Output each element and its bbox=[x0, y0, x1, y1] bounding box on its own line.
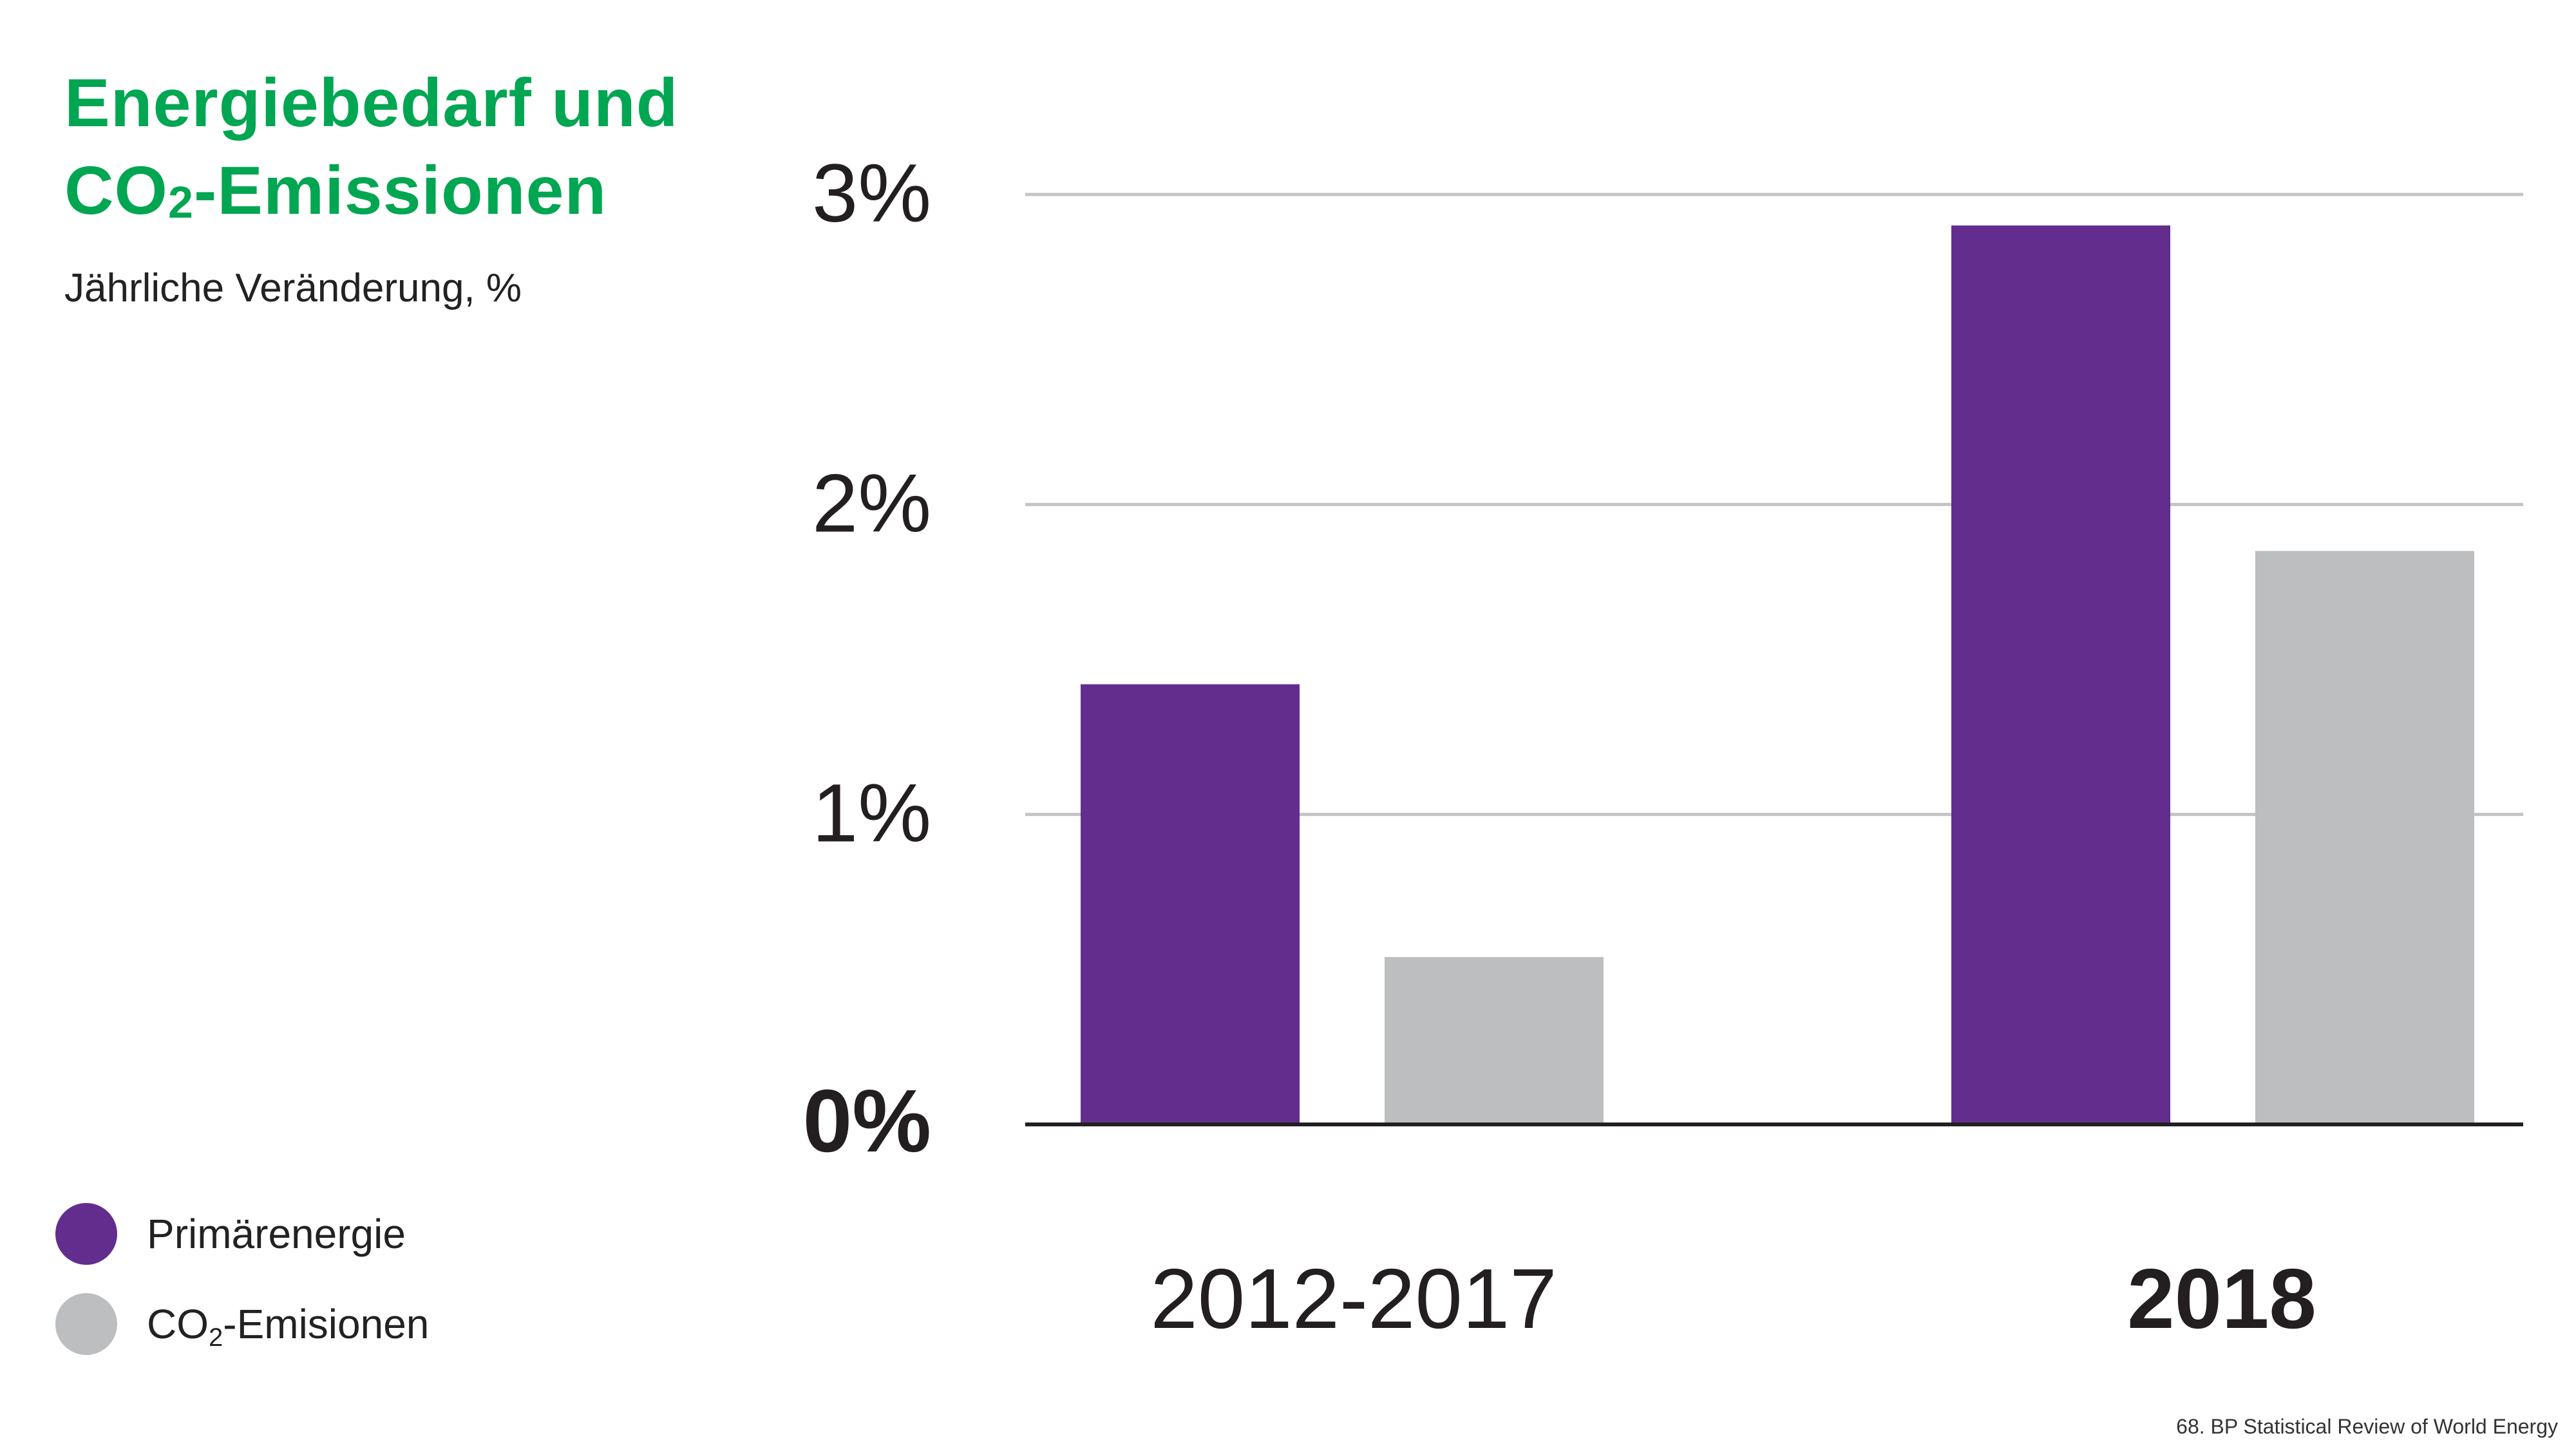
legend-swatch-primary-energy bbox=[55, 1203, 117, 1265]
chart-title: Energiebedarf und CO2-Emissionen bbox=[64, 59, 678, 234]
legend-item-co2-emissions: CO2-Emisionen bbox=[55, 1293, 429, 1355]
bar-series-0-category-1 bbox=[1951, 225, 2170, 1125]
title-line-2-subscript: 2 bbox=[168, 177, 194, 227]
legend: Primärenergie CO2-Emisionen bbox=[55, 1203, 429, 1383]
y-tick-label-3: 3% bbox=[812, 147, 931, 240]
legend-co2-subscript: 2 bbox=[209, 1323, 223, 1352]
legend-co2-prefix: CO bbox=[147, 1301, 209, 1347]
x-category-label-0: 2012-2017 bbox=[1150, 1251, 1557, 1346]
legend-label-co2-emissions: CO2-Emisionen bbox=[147, 1300, 430, 1350]
legend-co2-suffix: -Emisionen bbox=[223, 1301, 430, 1347]
y-tick-label-1: 1% bbox=[812, 768, 931, 860]
legend-label-primary-energy: Primärenergie bbox=[147, 1211, 406, 1257]
x-category-label-1: 2018 bbox=[2127, 1251, 2316, 1346]
title-line-2-prefix: CO bbox=[64, 153, 168, 229]
legend-swatch-co2-emissions bbox=[55, 1293, 117, 1355]
bar-series-1-category-1 bbox=[2255, 551, 2474, 1124]
legend-item-primary-energy: Primärenergie bbox=[55, 1203, 429, 1265]
y-tick-label-2: 2% bbox=[812, 457, 931, 549]
bar-series-0-category-0 bbox=[1081, 684, 1300, 1124]
footer-source: 68. BP Statistical Review of World Energ… bbox=[2176, 1415, 2558, 1438]
title-line-1: Energiebedarf und bbox=[64, 65, 679, 141]
title-line-2-suffix: -Emissionen bbox=[193, 153, 607, 229]
chart-subtitle: Jährliche Veränderung, % bbox=[64, 266, 522, 310]
bar-series-1-category-0 bbox=[1385, 957, 1604, 1124]
y-tick-label-0: 0% bbox=[803, 1072, 931, 1171]
